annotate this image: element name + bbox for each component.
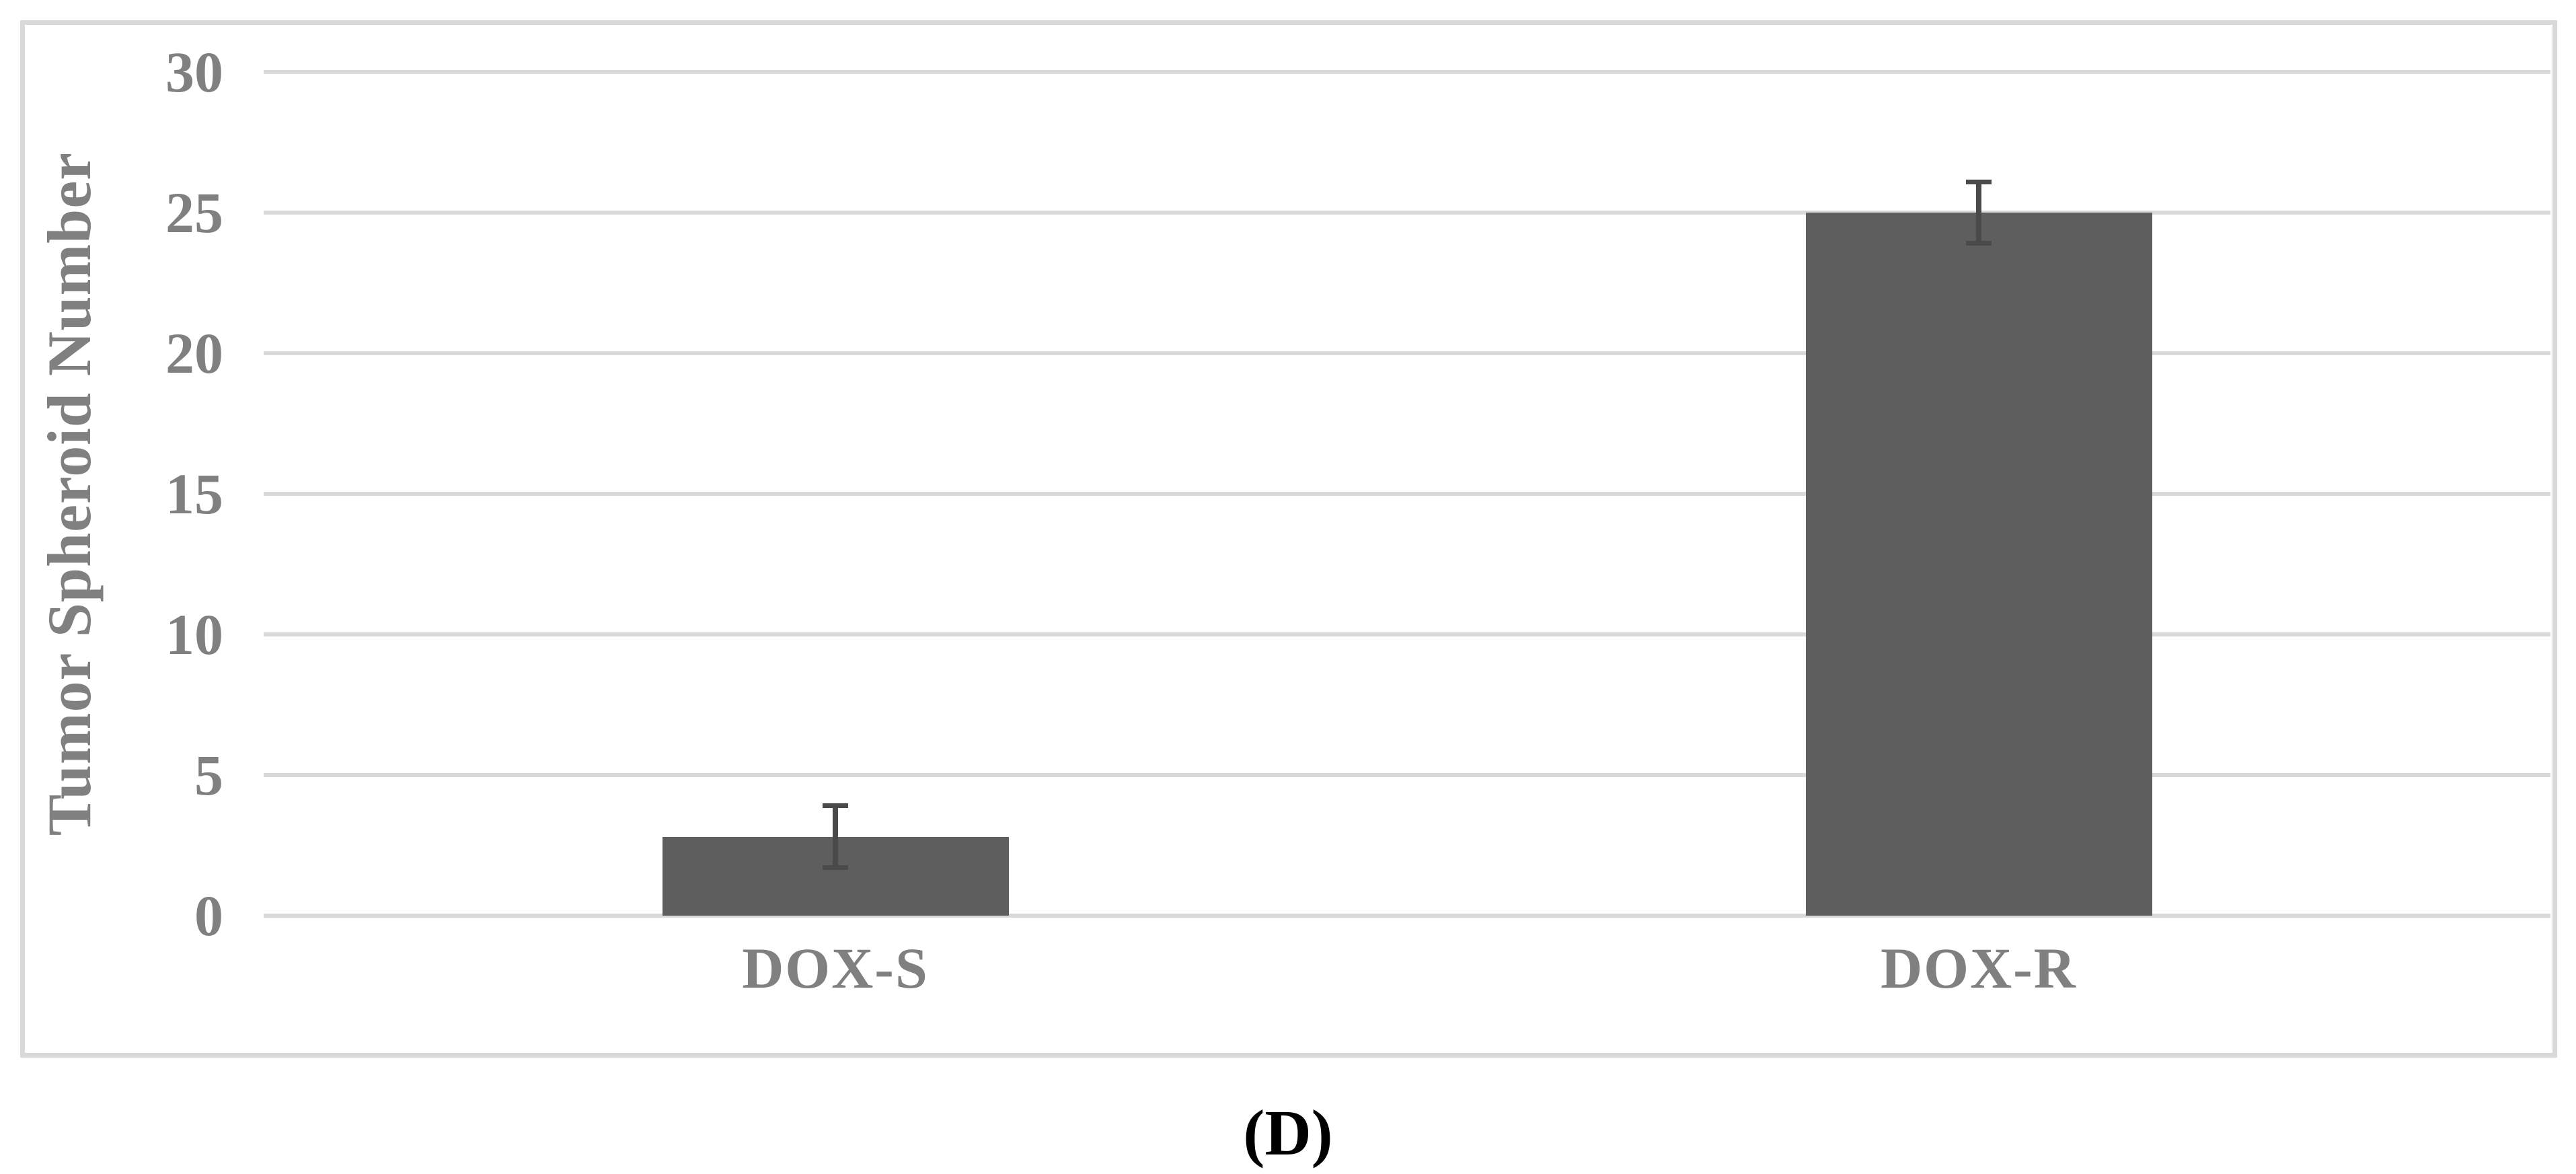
x-tick-label-dox-r: DOX-R	[1881, 936, 2077, 1000]
error-bar-dox-r	[1976, 182, 1981, 244]
y-tick-label: 15	[165, 462, 223, 526]
plot-area: 0 5 10 15 20 25 30 DOX-S DOX-R	[165, 40, 2550, 1000]
error-bar-dox-s	[833, 805, 838, 868]
error-bar-cap	[1966, 179, 1992, 184]
gridline-y-0	[264, 914, 2550, 918]
error-bar-cap	[823, 803, 848, 809]
gridline-y-10	[264, 632, 2550, 636]
error-bar-cap	[1966, 241, 1992, 246]
gridline-y-30	[264, 70, 2550, 74]
y-tick-label: 10	[165, 602, 223, 667]
error-bar-cap	[823, 865, 848, 871]
y-tick-label: 20	[165, 321, 223, 386]
gridline-y-25	[264, 211, 2550, 215]
figure-caption: (D)	[1243, 1097, 1333, 1169]
y-tick-label: 30	[165, 40, 223, 104]
y-tick-label: 25	[165, 180, 223, 245]
bar-dox-r	[1805, 213, 2152, 916]
gridline-y-5	[264, 773, 2550, 777]
y-tick-label: 0	[194, 883, 223, 948]
gridline-y-20	[264, 351, 2550, 355]
y-tick-label: 5	[194, 743, 223, 807]
gridline-y-15	[264, 492, 2550, 496]
x-tick-label-dox-s: DOX-S	[742, 936, 929, 1000]
